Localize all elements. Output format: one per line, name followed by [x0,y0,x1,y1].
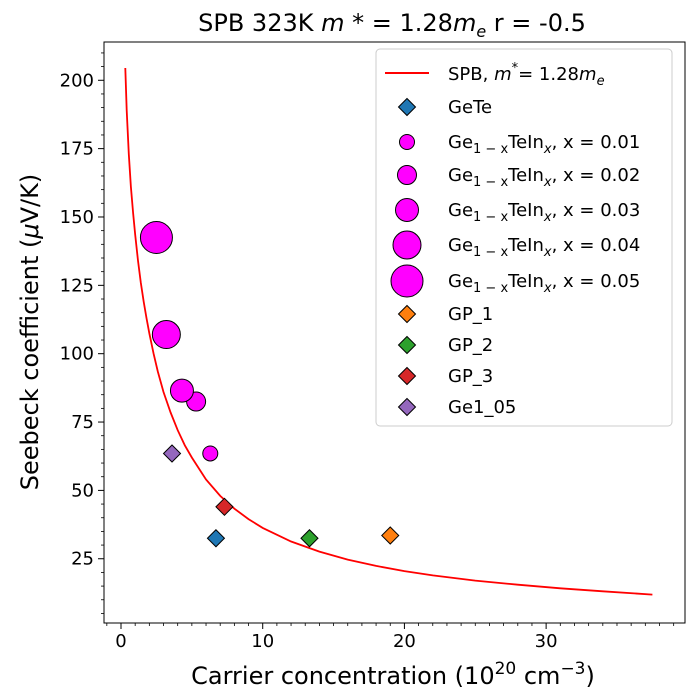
data-point-series-1 [202,445,219,462]
legend-label-x005: Ge1 − xTeInx, x = 0.05 [448,271,640,296]
legend-label-x003: Ge1 − xTeInx, x = 0.03 [448,200,640,225]
y-tick-label: 25 [71,549,94,570]
legend-marker-series-1 [399,134,415,150]
y-tick-label: 75 [71,412,94,433]
legend-label-ge1-05: Ge1_05 [448,397,516,418]
x-axis-title: Carrier concentration (1020 cm−3) [191,659,595,690]
legend-markers [390,97,424,417]
x-tick-label: 0 [115,631,126,652]
legend-marker-series-7 [397,335,417,355]
legend-marker-series-9 [397,397,417,417]
legend-label-x002: Ge1 − xTeInx, x = 0.02 [448,165,640,190]
y-tick-label: 150 [60,207,94,228]
title-main: SPB 323K [198,9,321,37]
legend-marker-series-3 [395,198,419,222]
data-point-series-8 [215,497,234,517]
axis-ticks [98,52,675,629]
y-tick-label: 125 [60,275,94,296]
legend-label-gp1: GP_1 [448,304,493,325]
legend-box [375,48,673,427]
data-point-series-7 [300,529,319,548]
legend-label-spb: SPB, m*= 1.28me [448,61,605,89]
legend-label-gete: GeTe [448,97,492,118]
legend: SPB, m*= 1.28me GeTe Ge1 − xTeInx, x = 0… [375,48,673,427]
legend-label-x001: Ge1 − xTeInx, x = 0.01 [448,132,640,157]
legend-label-x004: Ge1 − xTeInx, x = 0.04 [448,235,640,260]
y-tick-labels: 25 50 75 100 125 150 175 200 [60,70,94,569]
chart-title: SPB 323K m * = 1.28me r = -0.5 [198,9,586,41]
legend-marker-series-8 [397,366,417,386]
y-axis-title: Seebeck coefficient (μV/K) [16,174,44,490]
data-point-series-4 [151,320,181,350]
spb-curve-line [124,67,653,596]
data-points-layer [139,220,400,548]
plot-area [103,41,686,624]
title-r: r = -0.5 [486,9,586,37]
title-eq: = 1.28 [364,9,453,37]
x-tick-label: 10 [251,631,274,652]
legend-marker-series-0 [397,97,417,117]
x-tick-labels: 0 10 20 30 [115,631,557,652]
y-tick-label: 100 [60,344,94,365]
data-point-series-9 [162,444,182,463]
title-me-sub: e [476,22,486,41]
title-me: m [453,9,476,37]
y-tick-label: 50 [71,480,94,501]
legend-marker-series-5 [390,264,424,298]
y-tick-label: 175 [60,139,94,160]
data-point-series-5 [139,220,173,254]
data-point-series-6 [381,526,400,545]
title-mstar: m * [321,9,364,37]
data-point-series-3 [169,378,194,403]
y-tick-label: 200 [60,70,94,91]
legend-marker-series-6 [397,304,417,324]
legend-marker-series-4 [392,230,422,260]
x-tick-label: 30 [535,631,558,652]
legend-label-gp2: GP_2 [448,335,493,356]
legend-marker-series-2 [397,165,417,185]
x-tick-label: 20 [393,631,416,652]
spb-curve-layer [124,67,653,596]
data-point-series-0 [206,529,226,548]
legend-label-gp3: GP_3 [448,366,493,387]
